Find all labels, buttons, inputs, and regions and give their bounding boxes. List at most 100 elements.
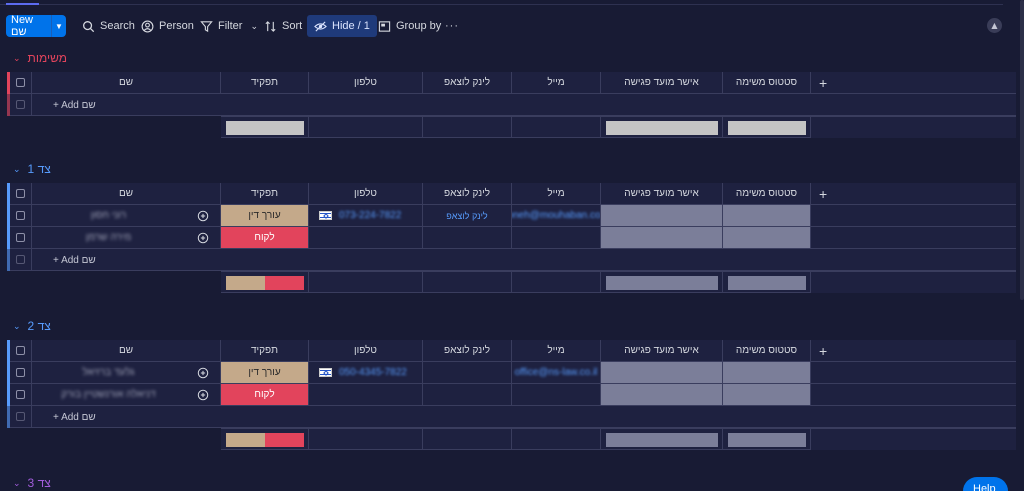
- whatsapp-link[interactable]: לינק לוצאפ: [446, 210, 488, 221]
- name-cell[interactable]: גלעד ברזיאל: [32, 362, 185, 384]
- column-header-role[interactable]: תפקיד: [221, 183, 309, 205]
- column-header-whatsapp[interactable]: לינק לוצאפ: [423, 72, 512, 94]
- column-header-phone[interactable]: טלפון: [309, 340, 423, 362]
- email-cell[interactable]: roneh@mouhaban.co.il: [512, 205, 601, 227]
- column-header-whatsapp[interactable]: לינק לוצאפ: [423, 340, 512, 362]
- chevron-down-icon[interactable]: ⌄: [250, 20, 258, 31]
- whatsapp-link-cell[interactable]: [423, 362, 512, 384]
- select-all-checkbox[interactable]: [10, 183, 32, 205]
- task-status-cell[interactable]: [723, 227, 811, 249]
- name-cell[interactable]: רוני חסון: [32, 205, 185, 227]
- column-header-status[interactable]: סטטוס משימה: [723, 340, 811, 362]
- add-item-cell[interactable]: [32, 249, 1016, 271]
- column-header-status[interactable]: סטטוס משימה: [723, 72, 811, 94]
- whatsapp-link-cell[interactable]: [423, 384, 512, 406]
- column-header-name[interactable]: שם: [32, 340, 221, 362]
- row-checkbox[interactable]: [10, 249, 32, 271]
- row-checkbox[interactable]: [10, 227, 32, 249]
- meeting-status-cell[interactable]: [601, 362, 723, 384]
- more-options-button[interactable]: ···: [445, 15, 459, 37]
- task-status-cell[interactable]: [723, 362, 811, 384]
- chevron-up-icon[interactable]: ▲: [987, 18, 1002, 33]
- name-cell[interactable]: דניאלה אורנשטיין בורק: [32, 384, 185, 406]
- column-header-role[interactable]: תפקיד: [221, 72, 309, 94]
- chevron-down-icon[interactable]: ⌄: [13, 477, 21, 488]
- search-button[interactable]: Search: [82, 15, 135, 37]
- phone-cell[interactable]: [309, 227, 423, 249]
- add-item-label[interactable]: + Add שם: [53, 99, 96, 111]
- row-checkbox[interactable]: [10, 94, 32, 116]
- whatsapp-link-cell[interactable]: לינק לוצאפ: [423, 205, 512, 227]
- email-value[interactable]: office@ns-law.co.il: [514, 367, 598, 378]
- email-cell[interactable]: [512, 384, 601, 406]
- column-header-meeting[interactable]: אישר מועד פגישה: [601, 72, 723, 94]
- row-checkbox[interactable]: [10, 384, 32, 406]
- select-all-checkbox[interactable]: [10, 72, 32, 94]
- table-row[interactable]: דניאלה אורנשטיין בורק לקוח: [7, 384, 1016, 406]
- group-header-tasks[interactable]: ⌄ משימות: [13, 51, 67, 65]
- person-filter-button[interactable]: Person: [141, 15, 194, 37]
- sort-button[interactable]: Sort: [264, 15, 302, 37]
- email-cell[interactable]: [512, 227, 601, 249]
- chevron-down-icon[interactable]: ▼: [55, 21, 63, 31]
- group-by-button[interactable]: Group by: [378, 15, 441, 37]
- row-checkbox[interactable]: [10, 205, 32, 227]
- role-status-cell[interactable]: עורך דין: [221, 205, 309, 227]
- add-item-row[interactable]: + Add שם: [7, 249, 1016, 271]
- add-item-row[interactable]: + Add שם: [7, 406, 1016, 428]
- phone-cell[interactable]: 073-224-7822: [309, 205, 423, 227]
- whatsapp-link-cell[interactable]: [423, 227, 512, 249]
- task-status-cell[interactable]: [723, 205, 811, 227]
- add-item-label[interactable]: + Add שם: [53, 411, 96, 423]
- table-row[interactable]: מירה שרמן לקוח: [7, 227, 1016, 249]
- scrollbar[interactable]: [1020, 0, 1024, 300]
- column-header-name[interactable]: שם: [32, 183, 221, 205]
- updates-button[interactable]: [185, 205, 221, 227]
- updates-button[interactable]: [185, 384, 221, 406]
- task-status-cell[interactable]: [723, 384, 811, 406]
- column-header-role[interactable]: תפקיד: [221, 340, 309, 362]
- name-cell[interactable]: מירה שרמן: [32, 227, 185, 249]
- add-column-button[interactable]: +: [811, 72, 1016, 94]
- row-checkbox[interactable]: [10, 362, 32, 384]
- chevron-down-icon[interactable]: ⌄: [13, 163, 21, 174]
- add-item-label[interactable]: + Add שם: [53, 254, 96, 266]
- role-status-cell[interactable]: לקוח: [221, 384, 309, 406]
- filter-button[interactable]: Filter ⌄: [200, 15, 258, 37]
- group-header-side-3[interactable]: ⌄ צד 3: [13, 476, 51, 490]
- table-row[interactable]: רוני חסון עורך דין 073-224-7822 לינק לוצ…: [7, 205, 1016, 227]
- add-item-cell[interactable]: [32, 94, 1016, 116]
- meeting-status-cell[interactable]: [601, 227, 723, 249]
- column-header-email[interactable]: מייל: [512, 72, 601, 94]
- group-header-side-1[interactable]: ⌄ צד 1: [13, 162, 51, 176]
- select-all-checkbox[interactable]: [10, 340, 32, 362]
- email-value[interactable]: roneh@mouhaban.co.il: [512, 210, 601, 221]
- role-status-cell[interactable]: לקוח: [221, 227, 309, 249]
- meeting-status-cell[interactable]: [601, 384, 723, 406]
- phone-cell[interactable]: 050-4345-7822: [309, 362, 423, 384]
- column-header-email[interactable]: מייל: [512, 340, 601, 362]
- phone-cell[interactable]: [309, 384, 423, 406]
- column-header-phone[interactable]: טלפון: [309, 72, 423, 94]
- row-checkbox[interactable]: [10, 406, 32, 428]
- column-header-phone[interactable]: טלפון: [309, 183, 423, 205]
- email-cell[interactable]: office@ns-law.co.il: [512, 362, 601, 384]
- role-status-cell[interactable]: עורך דין: [221, 362, 309, 384]
- column-header-name[interactable]: שם: [32, 72, 221, 94]
- hide-columns-button[interactable]: Hide / 1: [307, 15, 377, 37]
- column-header-meeting[interactable]: אישר מועד פגישה: [601, 340, 723, 362]
- add-column-button[interactable]: +: [811, 340, 1016, 362]
- help-button[interactable]: Help: [963, 477, 1008, 491]
- column-header-status[interactable]: סטטוס משימה: [723, 183, 811, 205]
- chevron-down-icon[interactable]: ⌄: [13, 320, 21, 331]
- meeting-status-cell[interactable]: [601, 205, 723, 227]
- chevron-down-icon[interactable]: ⌄: [13, 52, 21, 63]
- table-row[interactable]: גלעד ברזיאל עורך דין 050-4345-7822 offic…: [7, 362, 1016, 384]
- column-header-whatsapp[interactable]: לינק לוצאפ: [423, 183, 512, 205]
- new-item-button[interactable]: New שם ▼: [6, 14, 66, 38]
- add-column-button[interactable]: +: [811, 183, 1016, 205]
- add-item-row[interactable]: + Add שם: [7, 94, 1016, 116]
- updates-button[interactable]: [185, 362, 221, 384]
- column-header-meeting[interactable]: אישר מועד פגישה: [601, 183, 723, 205]
- add-item-cell[interactable]: [32, 406, 1016, 428]
